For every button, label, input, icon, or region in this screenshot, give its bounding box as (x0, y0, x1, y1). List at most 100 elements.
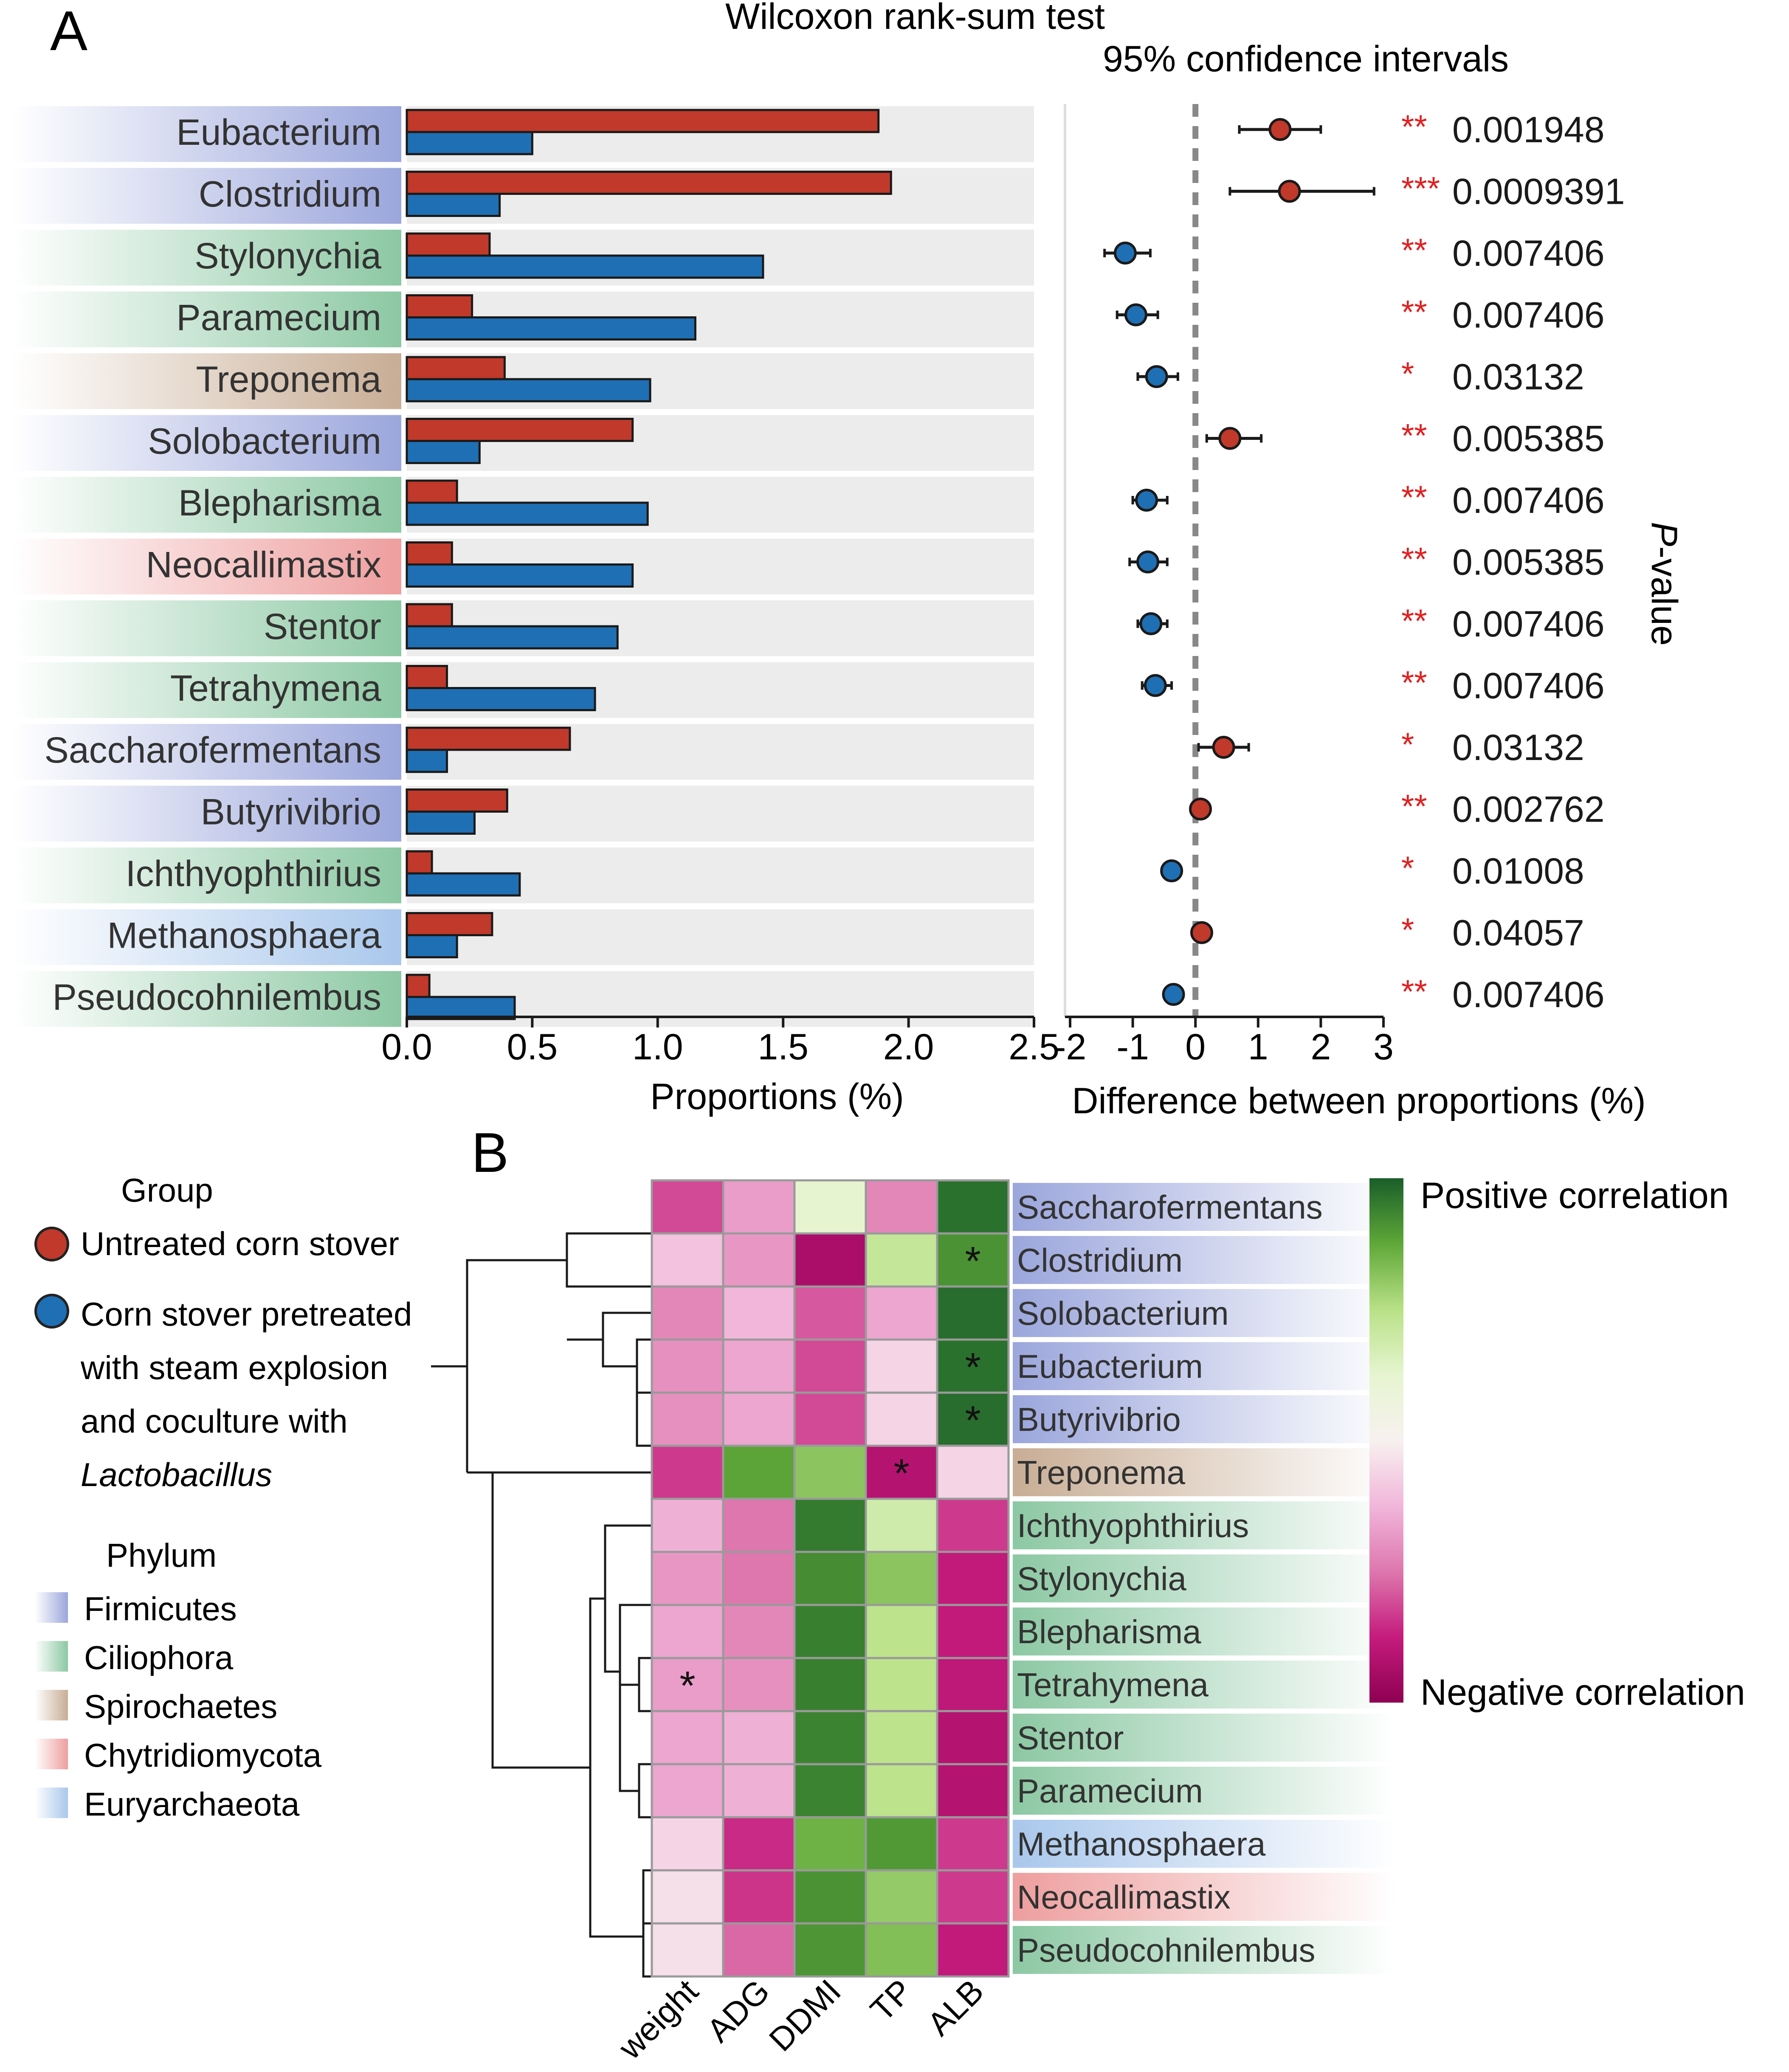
significance-star: * (965, 1398, 980, 1443)
ci-point-tetrahymena (1144, 674, 1167, 697)
heatmap-cell-clostridium-weight (651, 1232, 724, 1288)
legend-treated-marker (34, 1294, 69, 1329)
heatmap-cell-treponema-alb (936, 1444, 1010, 1500)
bar-untreated-butyrivibrio (406, 788, 508, 813)
heatmap-row-bg-solobacterium (1013, 1289, 1395, 1337)
heatmap-cell-butyrivibrio-tp (865, 1391, 938, 1447)
p-value-eubacterium: 0.001948 (1452, 110, 1605, 150)
heatmap-row-label-pseudocohnilembus: Pseudocohnilembus (1017, 1931, 1315, 1969)
bar-treated-neocallimastix (406, 563, 634, 588)
dendrogram-branch (566, 1232, 652, 1288)
bar-untreated-paramecium (406, 294, 473, 318)
phylum-bg-stylonychia (13, 230, 401, 286)
heatmap-cell-tetrahymena-tp (865, 1657, 938, 1712)
legend-treated-line-4: Lactobacillus (81, 1456, 272, 1493)
heatmap-cell-solobacterium-ddmi (793, 1285, 867, 1341)
heatmap-row-bg-clostridium (1013, 1236, 1395, 1284)
heatmap-cell-stentor-tp (865, 1710, 938, 1765)
dendrogram (431, 1232, 652, 1978)
heatmap-cell-eubacterium-tp (865, 1338, 938, 1394)
significance-star: * (965, 1239, 980, 1284)
heatmap-cell-methanosphaera-ddmi (793, 1816, 867, 1872)
ci-x-tick-label: 2 (1310, 1027, 1331, 1067)
ci-x-tick-label: 3 (1373, 1027, 1394, 1067)
heatmap-cell-clostridium-tp (865, 1232, 938, 1288)
phylum-bg-solobacterium (13, 415, 401, 471)
phylum-legend-ciliophora: Ciliophora (84, 1639, 234, 1676)
bar-untreated-solobacterium (406, 418, 634, 442)
bar-label-neocallimastix: Neocallimastix (146, 545, 381, 586)
bar-x-tick-label: 1.5 (758, 1027, 809, 1067)
phylum-bg-paramecium (13, 291, 401, 347)
bar-row-bg (407, 909, 1034, 965)
heatmap-row-bg-stylonychia (1013, 1554, 1395, 1602)
heatmap-cell-solobacterium-adg (722, 1285, 796, 1341)
bar-treated-ichthyophthirius (406, 872, 521, 897)
heatmap-cell-stylonychia-tp (865, 1551, 938, 1606)
heatmap-cell-saccharofermentans-ddmi (793, 1179, 867, 1235)
significance-pseudocohnilembus: ** (1401, 973, 1427, 1010)
heatmap-row-label-stylonychia: Stylonychia (1017, 1560, 1186, 1597)
bar-untreated-tetrahymena (406, 665, 448, 689)
heatmap-row-label-treponema: Treponema (1017, 1454, 1186, 1491)
p-value-neocallimastix: 0.005385 (1452, 542, 1605, 583)
bar-treated-paramecium (406, 316, 696, 341)
phylum-swatch-euryarchaeota (35, 1788, 68, 1818)
heatmap-cell-neocallimastix-ddmi (793, 1869, 867, 1925)
bar-label-clostridium: Clostridium (199, 174, 381, 215)
heatmap-cell-stylonychia-weight (651, 1551, 724, 1606)
ci-x-tick-label: 1 (1248, 1027, 1268, 1067)
heatmap: * * * * * (651, 1179, 1010, 1978)
heatmap-cell-treponema-weight (651, 1444, 724, 1500)
phylum-bg-ichthyophthirius (13, 847, 401, 904)
heatmap-cell-solobacterium-alb (936, 1285, 1010, 1341)
colorbar-top-label: Positive correlation (1420, 1175, 1729, 1216)
heatmap-cell-tetrahymena-adg (722, 1657, 796, 1712)
heatmap-cell-eubacterium-alb (936, 1338, 1010, 1394)
heatmap-cell-treponema-ddmi (793, 1444, 867, 1500)
ci-point-paramecium (1124, 303, 1147, 327)
heatmap-col-label-adg: ADG (699, 1972, 777, 2049)
bar-treated-butyrivibrio (406, 811, 476, 835)
phylum-swatch-chytridiomycota (35, 1739, 68, 1769)
phylum-legend: Firmicutes Ciliophora Spirochaetes Chytridi… (35, 1590, 322, 1823)
bar-treated-tetrahymena (406, 687, 596, 711)
dendrogram-branch (642, 1869, 652, 1925)
heatmap-cell-blepharisma-tp (865, 1604, 938, 1659)
panel-a-label: A (50, 0, 87, 62)
bar-x-tick-label: 0.0 (381, 1027, 432, 1067)
significance-paramecium: ** (1401, 293, 1427, 331)
ci-point-ichthyophthirius (1160, 859, 1183, 882)
bar-treated-stylonychia (406, 254, 764, 279)
heatmap-row-label-ichthyophthirius: Ichthyophthirius (1017, 1507, 1249, 1544)
p-value-stentor: 0.007406 (1452, 604, 1605, 645)
ci-point-neocallimastix (1136, 550, 1160, 574)
heatmap-cell-stentor-adg (722, 1710, 796, 1765)
phylum-legend-spirochaetes: Spirochaetes (84, 1688, 277, 1725)
ci-x-axis-label: Difference between proportions (%) (1072, 1081, 1645, 1121)
colorbar (1369, 1178, 1403, 1703)
dendrogram-branch (619, 1604, 652, 1738)
significance-star: * (893, 1451, 909, 1496)
heatmap-cell-pseudocohnilembus-tp (865, 1922, 938, 1978)
heatmap-row-bg-tetrahymena (1013, 1661, 1395, 1709)
bar-label-ichthyophthirius: Ichthyophthirius (126, 853, 381, 894)
bar-x-tick-label: 2.5 (1009, 1027, 1059, 1067)
bar-x-tick-label: 1.0 (632, 1027, 683, 1067)
heatmap-cell-stylonychia-ddmi (793, 1551, 867, 1606)
heatmap-row-label-solobacterium: Solobacterium (1017, 1295, 1229, 1332)
heatmap-cell-clostridium-adg (722, 1232, 796, 1288)
dendrogram-branch (638, 1763, 652, 1819)
p-value-tetrahymena: 0.007406 (1452, 666, 1605, 707)
heatmap-cell-ichthyophthirius-weight (651, 1498, 724, 1553)
heatmap-cell-ichthyophthirius-alb (936, 1498, 1010, 1553)
ci-point-butyrivibrio (1189, 797, 1212, 821)
p-value-axis-label-rest: -value (1644, 546, 1685, 646)
phylum-bg-butyrivibrio (13, 785, 401, 842)
bar-treated-pseudocohnilembus (406, 996, 516, 1020)
phylum-label-backgrounds (13, 106, 401, 1027)
p-value-treponema: 0.03132 (1452, 357, 1584, 397)
significance-blepharisma: ** (1401, 479, 1427, 516)
